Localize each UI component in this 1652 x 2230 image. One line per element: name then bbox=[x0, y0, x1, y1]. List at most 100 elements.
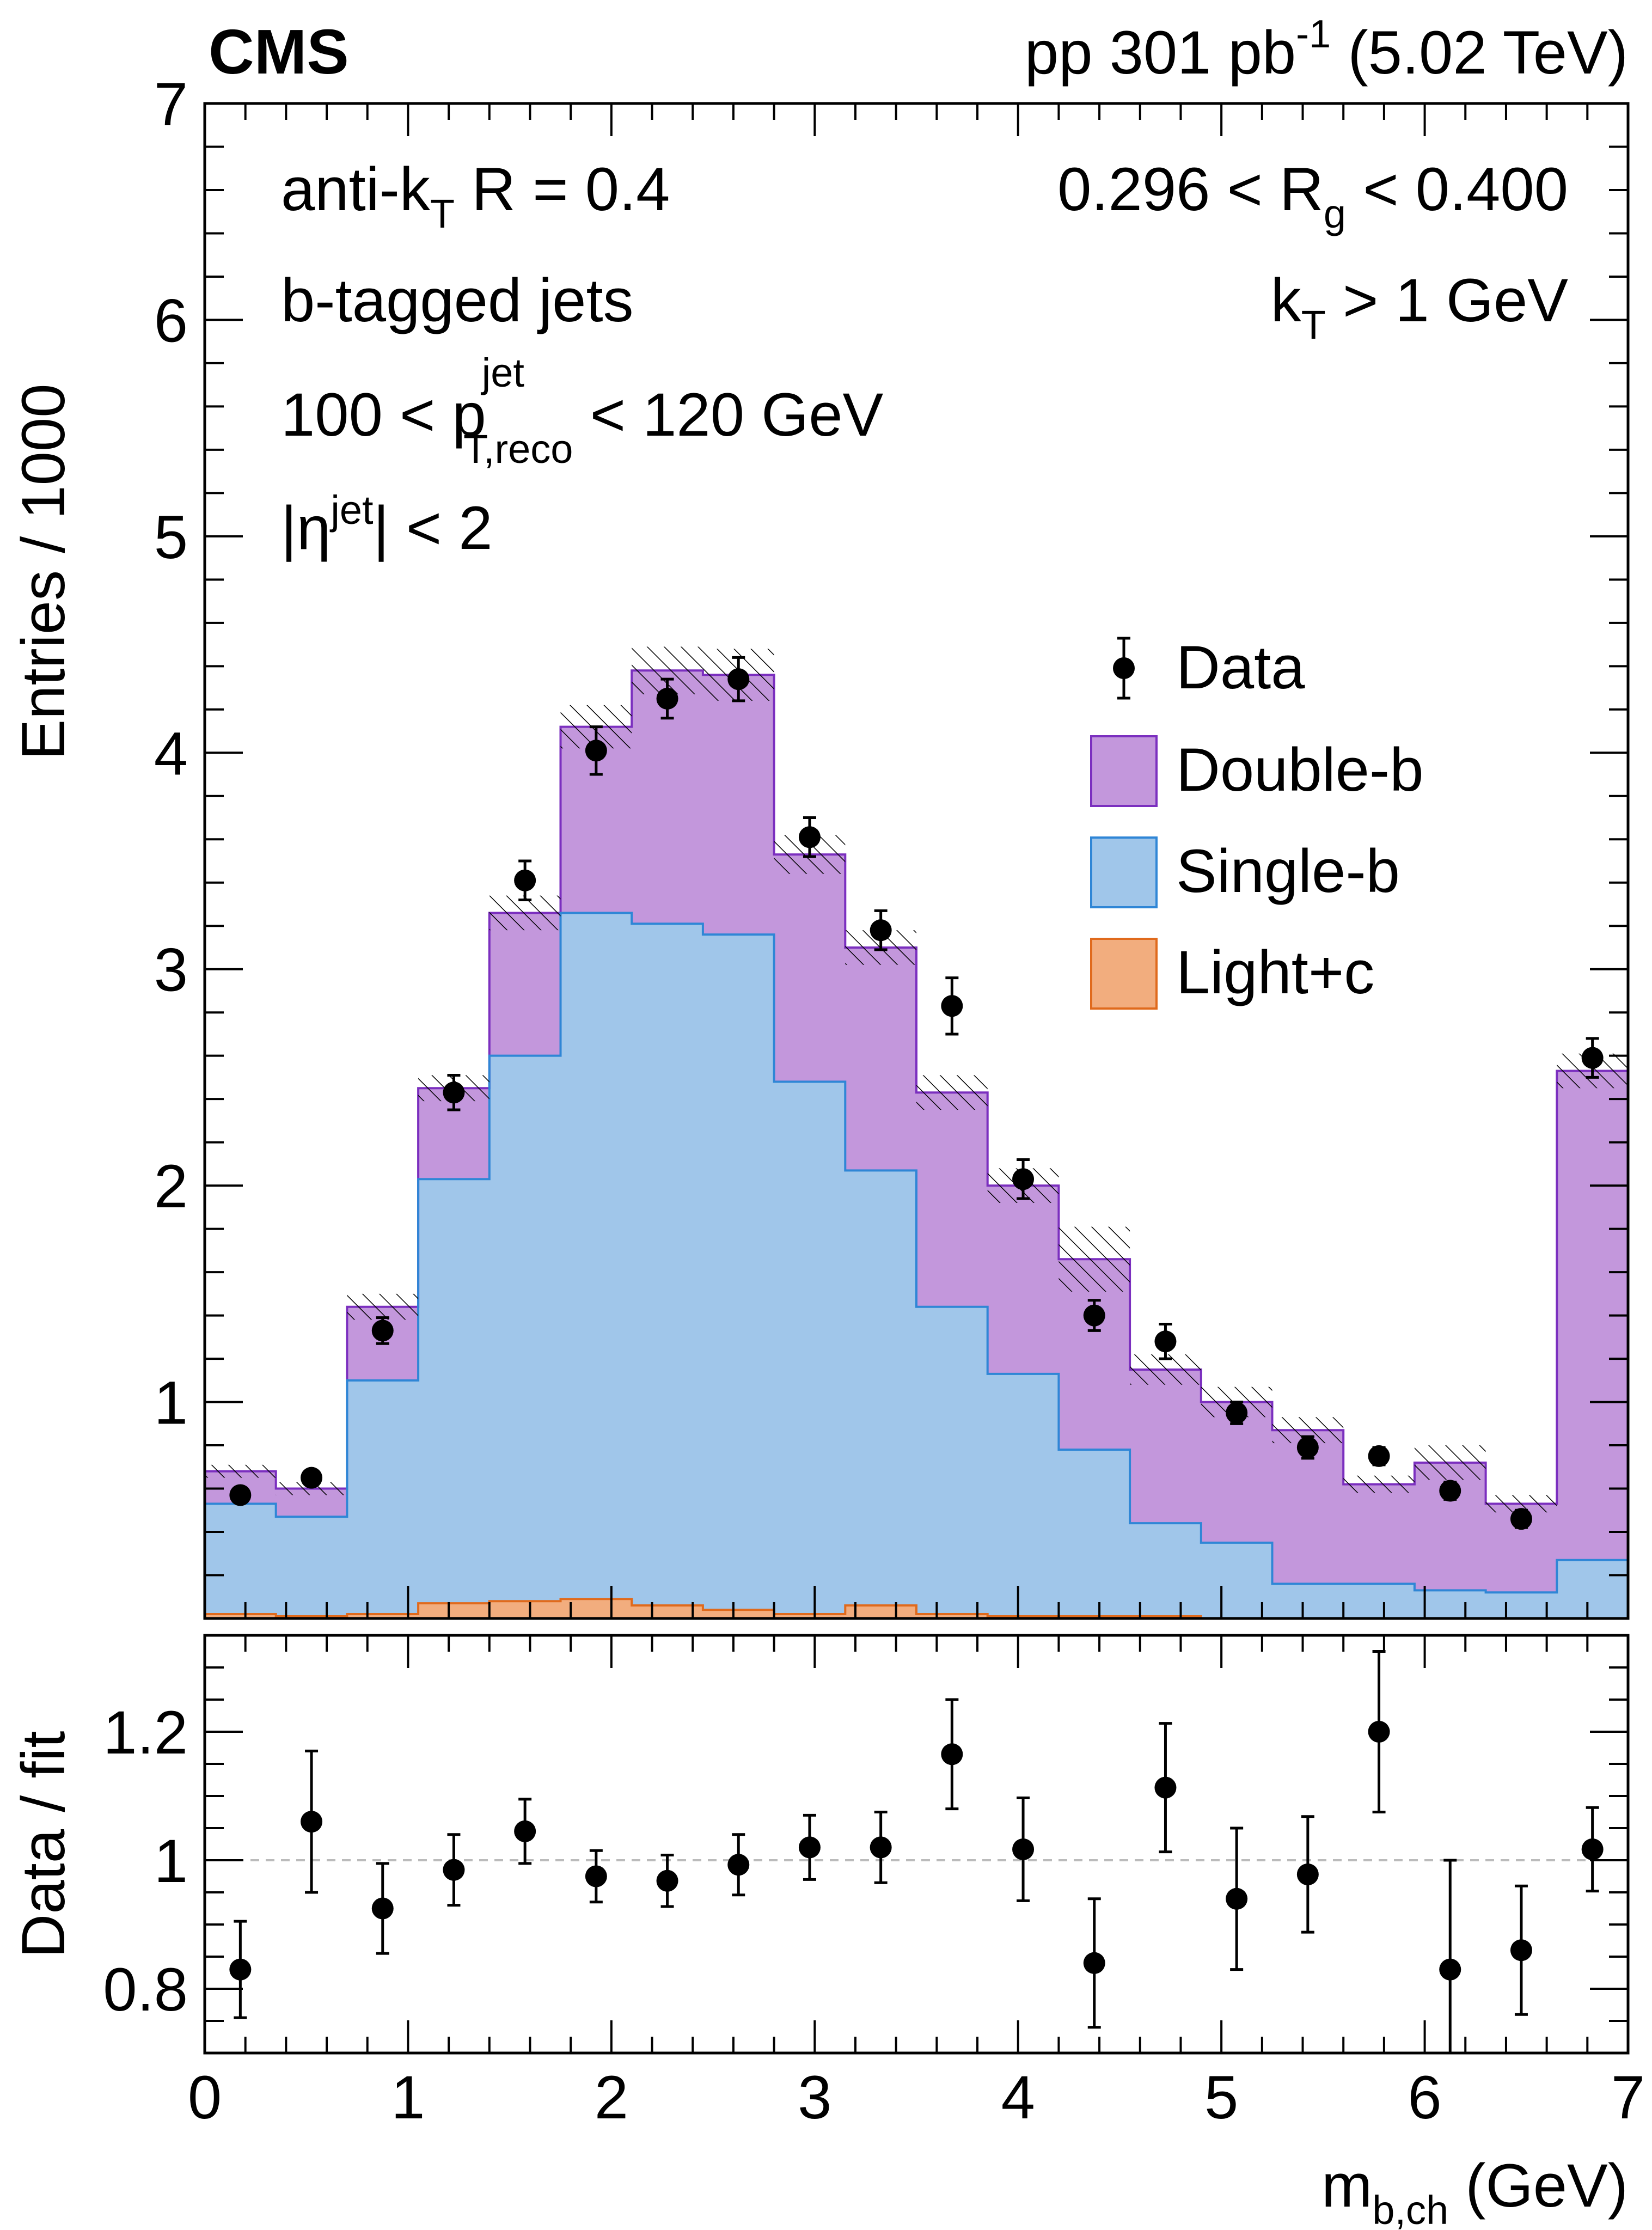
ratio-point bbox=[585, 1865, 607, 1887]
kt-rest-text: > 1 GeV bbox=[1343, 266, 1568, 334]
rg-left-text: 0.296 < R bbox=[1057, 155, 1324, 223]
lumi-value: pp 301 bbox=[1025, 19, 1212, 87]
pt-left-text: 100 < p bbox=[281, 381, 486, 449]
data-point bbox=[371, 1319, 394, 1342]
main-y-tick-label: 3 bbox=[154, 936, 188, 1004]
eta-left-text: |η bbox=[281, 494, 331, 562]
data-point bbox=[1510, 1508, 1532, 1530]
data-point bbox=[229, 1484, 252, 1506]
ratio-point bbox=[727, 1854, 750, 1876]
data-point bbox=[1439, 1480, 1461, 1502]
rg-range-label: 0.296 < Rg < 0.400 bbox=[1057, 155, 1568, 236]
ratio-point bbox=[656, 1869, 678, 1892]
x-tick-label: 2 bbox=[595, 2063, 628, 2131]
main-y-tick-label: 2 bbox=[154, 1152, 188, 1220]
kt-cut-label: kT > 1 GeV bbox=[1271, 266, 1569, 347]
uncertainty-band-bin bbox=[1343, 1475, 1415, 1493]
main-y-tick-label: 7 bbox=[154, 70, 188, 138]
data-point bbox=[727, 668, 750, 691]
data-point bbox=[443, 1082, 465, 1104]
eta-right-text: | < 2 bbox=[374, 494, 493, 562]
uncertainty-band-bin bbox=[489, 895, 561, 931]
main-y-tick-label: 5 bbox=[154, 503, 188, 571]
x-tick-label: 6 bbox=[1408, 2063, 1441, 2131]
x-tick-label: 7 bbox=[1611, 2063, 1645, 2131]
pt-range-label: 100 < pjet T,reco < 120 GeV bbox=[281, 350, 884, 472]
data-point bbox=[1154, 1330, 1177, 1353]
pt-subscript: T,reco bbox=[463, 426, 573, 472]
lumi-label: pp 301 pb-1 (5.02 TeV) bbox=[1025, 13, 1628, 87]
jet-algorithm-label: anti-kT R = 0.4 bbox=[281, 155, 670, 236]
data-point bbox=[1368, 1445, 1390, 1467]
ratio-point bbox=[941, 1743, 963, 1765]
x-tick-label: 1 bbox=[391, 2063, 425, 2131]
lumi-unit: pb bbox=[1228, 19, 1296, 87]
ratio-point bbox=[514, 1820, 536, 1842]
jet-algo-text: anti-k bbox=[281, 155, 431, 223]
eta-range-label: |ηjet| < 2 bbox=[281, 487, 493, 562]
eta-superscript: jet bbox=[329, 487, 374, 533]
data-point bbox=[1296, 1437, 1319, 1459]
ratio-point bbox=[301, 1811, 323, 1833]
pt-superscript: jet bbox=[481, 350, 525, 395]
kt-subscript: T bbox=[1301, 302, 1326, 347]
legend-data-label: Data bbox=[1176, 633, 1305, 701]
ratio-y-tick-label: 0.8 bbox=[103, 1956, 188, 2024]
data-point bbox=[798, 826, 821, 848]
ratio-point bbox=[1083, 1952, 1105, 1974]
rg-right-text: < 0.400 bbox=[1363, 155, 1568, 223]
single-b-outline bbox=[205, 912, 1628, 1594]
data-point bbox=[585, 740, 607, 762]
lumi-exponent: -1 bbox=[1296, 13, 1331, 56]
ratio-axis-ticks bbox=[204, 1634, 1629, 2054]
main-y-tick-label: 1 bbox=[154, 1369, 188, 1437]
legend-light-c-swatch bbox=[1090, 938, 1158, 1010]
legend-single-b-swatch bbox=[1090, 836, 1158, 908]
ratio-point bbox=[371, 1897, 394, 1920]
data-point bbox=[1012, 1168, 1035, 1190]
ratio-point bbox=[1226, 1887, 1248, 1910]
legend-light-c-label: Light+c bbox=[1176, 938, 1374, 1006]
main-y-tick-label: 6 bbox=[154, 286, 188, 355]
x-axis-label-unit: (GeV) bbox=[1448, 2152, 1628, 2220]
jet-algo-subscript: T bbox=[430, 191, 455, 236]
legend-single-b-label: Single-b bbox=[1176, 837, 1400, 905]
ratio-y-tick-label: 1 bbox=[154, 1827, 188, 1895]
uncertainty-band-bin bbox=[347, 1293, 419, 1320]
x-tick-label: 4 bbox=[1001, 2063, 1035, 2131]
pt-right-text: < 120 GeV bbox=[590, 381, 884, 449]
legend-double-b-label: Double-b bbox=[1176, 736, 1424, 804]
data-point bbox=[514, 869, 536, 891]
x-axis-label-main: m bbox=[1321, 2152, 1372, 2220]
data-point bbox=[656, 687, 678, 710]
data-point bbox=[301, 1467, 323, 1489]
ratio-point bbox=[870, 1836, 892, 1859]
ratio-points bbox=[229, 1650, 1604, 2053]
ratio-point bbox=[1439, 1958, 1461, 1981]
main-y-tick-label: 4 bbox=[154, 719, 188, 787]
ratio-y-tick-labels: 0.8 1 1.2 bbox=[103, 1699, 188, 2024]
kt-k-text: k bbox=[1271, 266, 1302, 334]
energy-label: (5.02 TeV) bbox=[1348, 19, 1628, 87]
uncertainty-band-bin bbox=[1414, 1445, 1486, 1480]
legend: Data Double-b Single-b Light+c bbox=[1090, 633, 1424, 1010]
x-tick-label: 0 bbox=[188, 2063, 222, 2131]
ratio-point bbox=[798, 1836, 821, 1859]
ratio-plot-frame bbox=[203, 1634, 1630, 2055]
uncertainty-band-bin bbox=[1058, 1226, 1130, 1292]
x-tick-labels: 0 1 2 3 4 5 6 7 bbox=[188, 2063, 1645, 2131]
data-point bbox=[870, 919, 892, 942]
x-tick-label: 3 bbox=[798, 2063, 831, 2131]
ratio-y-tick-label: 1.2 bbox=[103, 1699, 188, 1767]
ratio-point bbox=[1154, 1776, 1177, 1799]
data-point bbox=[941, 995, 963, 1017]
jet-radius-text: R = 0.4 bbox=[472, 155, 670, 223]
ratio-point bbox=[1581, 1838, 1604, 1860]
main-y-tick-labels: 1 2 3 4 5 6 7 bbox=[154, 70, 188, 1437]
ratio-point bbox=[1510, 1939, 1532, 1962]
ratio-point bbox=[1296, 1863, 1319, 1885]
main-y-axis-label: Entries / 1000 bbox=[9, 383, 77, 760]
legend-double-b-swatch bbox=[1090, 735, 1158, 807]
x-axis-label-subscript: b,ch bbox=[1372, 2188, 1448, 2230]
